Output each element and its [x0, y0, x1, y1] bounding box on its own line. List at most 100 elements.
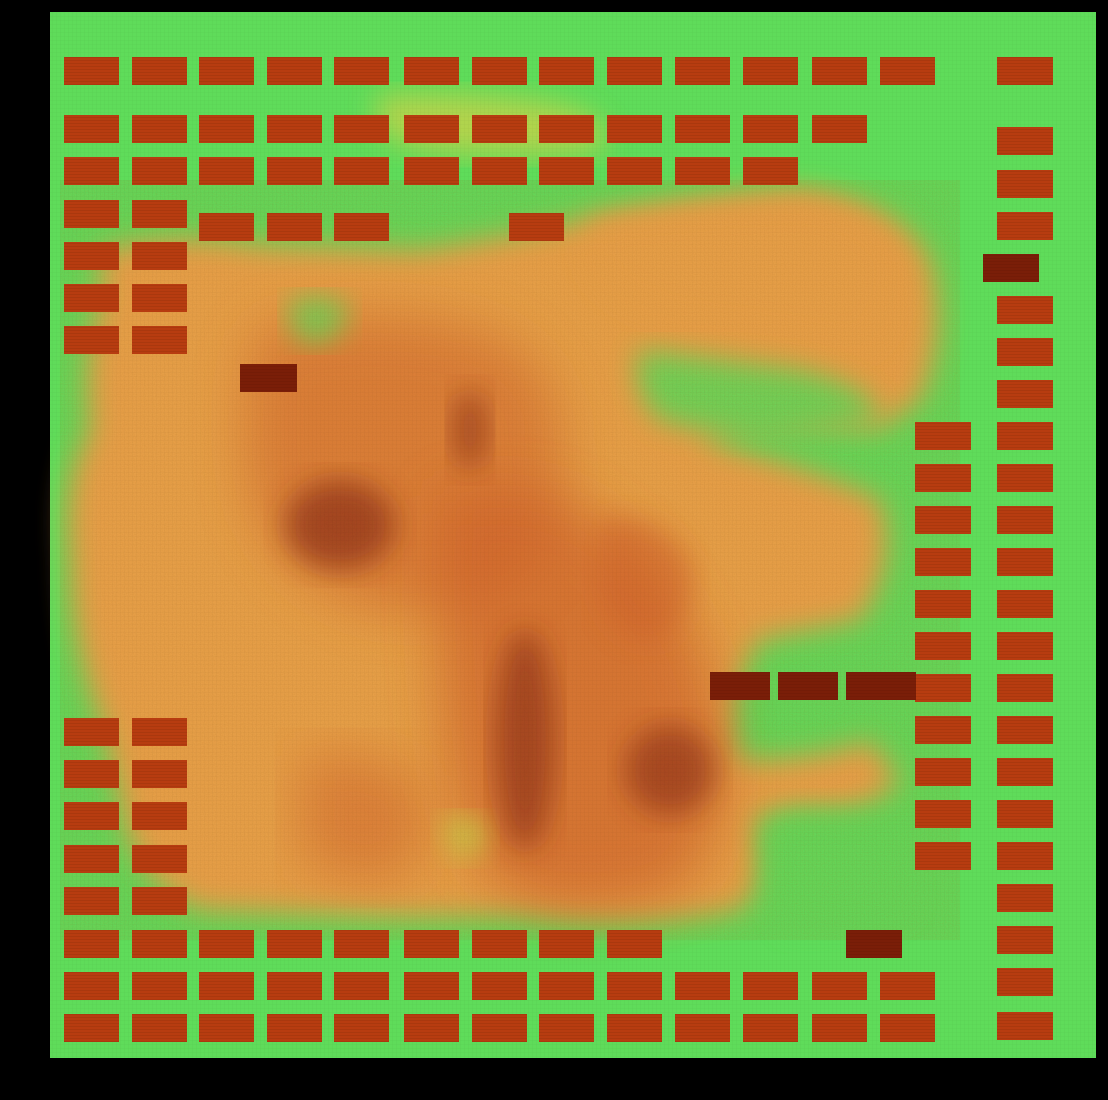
macro-top-2-texture: [199, 57, 254, 85]
macro-row4-0-texture: [199, 213, 254, 241]
macro-row2-11-texture: [812, 115, 867, 143]
macro-top-3-texture: [267, 57, 322, 85]
macro-bottom3-10-texture: [743, 1014, 798, 1042]
macro-bottom3-8-texture: [607, 1014, 662, 1042]
macro-inner-right-6-texture: [915, 674, 971, 702]
macro-bottom1-3-texture: [267, 930, 322, 958]
macro-row3-7-texture: [539, 157, 594, 185]
macro-right-1-texture: [997, 170, 1053, 198]
macro-inner-right-3-texture: [915, 548, 971, 576]
macro-row3-1-texture: [132, 157, 187, 185]
macro-bottom2-11-texture: [812, 972, 867, 1000]
macro-row4-mid-texture: [509, 213, 564, 241]
macro-right-7-texture: [997, 464, 1053, 492]
macro-inner-right-1-texture: [915, 464, 971, 492]
macro-row3-2-texture: [199, 157, 254, 185]
macro-right-2-texture: [997, 212, 1053, 240]
macro-right-15-texture: [997, 800, 1053, 828]
macro-left-b-2-texture: [132, 284, 187, 312]
macro-right-17-texture: [997, 884, 1053, 912]
macro-row2-7-texture: [539, 115, 594, 143]
macro-inner-right-7-texture: [915, 716, 971, 744]
macro-right-11-texture: [997, 632, 1053, 660]
macro-right-8-texture: [997, 506, 1053, 534]
routing-grid-texture: [50, 12, 1096, 1058]
macro-top-13-texture: [997, 57, 1053, 85]
macro-lower-left-a-0-texture: [64, 718, 119, 746]
macro-right-10-texture: [997, 590, 1053, 618]
macro-bottom3-6-texture: [472, 1014, 527, 1042]
macro-row3-10-texture: [743, 157, 798, 185]
macro-bottom2-2-texture: [199, 972, 254, 1000]
macro-top-8-texture: [607, 57, 662, 85]
macro-bottom1-7-texture: [539, 930, 594, 958]
macro-lower-left-b-2-texture: [132, 802, 187, 830]
macro-top-5-texture: [404, 57, 459, 85]
macro-left-b-1-texture: [132, 242, 187, 270]
macro-row4-1-texture: [267, 213, 322, 241]
macro-row3-8-texture: [607, 157, 662, 185]
macro-bottom2-9-texture: [675, 972, 730, 1000]
macro-right-0-texture: [997, 127, 1053, 155]
macro-row2-1-texture: [132, 115, 187, 143]
macro-row3-9-texture: [675, 157, 730, 185]
macro-inner-right-2-texture: [915, 506, 971, 534]
macro-bottom2-7-texture: [539, 972, 594, 1000]
macro-bottom2-0-texture: [64, 972, 119, 1000]
macro-inner-right-9-texture: [915, 800, 971, 828]
macro-left-a-1-texture: [64, 242, 119, 270]
macro-row2-0-texture: [64, 115, 119, 143]
macro-bottom2-10-texture: [743, 972, 798, 1000]
macro-right-6-texture: [997, 422, 1053, 450]
macro-bottom2-6-texture: [472, 972, 527, 1000]
macro-row4-2-texture: [334, 213, 389, 241]
macro-bottom1-6-texture: [472, 930, 527, 958]
macro-row2-10-texture: [743, 115, 798, 143]
macro-bottom2-8-texture: [607, 972, 662, 1000]
macro-bottom2-3-texture: [267, 972, 322, 1000]
macro-top-12-texture: [880, 57, 935, 85]
macro-bottom3-0-texture: [64, 1014, 119, 1042]
macro-bottom3-4-texture: [334, 1014, 389, 1042]
macro-bottom1-right-texture: [846, 930, 902, 958]
macro-top-11-texture: [812, 57, 867, 85]
macro-strip-end-texture: [906, 672, 916, 700]
macro-row3-5-texture: [404, 157, 459, 185]
macro-left-a-3-texture: [64, 326, 119, 354]
macro-top-4-texture: [334, 57, 389, 85]
macro-blocks: [64, 57, 1053, 1042]
macro-bottom1-8-texture: [607, 930, 662, 958]
macro-right-offset-texture: [983, 254, 1039, 282]
macro-bottom3-12-texture: [880, 1014, 935, 1042]
macro-right-3-texture: [997, 296, 1053, 324]
macro-right-9-texture: [997, 548, 1053, 576]
macro-bottom3-2-texture: [199, 1014, 254, 1042]
macro-row2-3-texture: [267, 115, 322, 143]
macro-bottom3-1-texture: [132, 1014, 187, 1042]
macro-bottom2-12-texture: [880, 972, 935, 1000]
macro-left-a-2-texture: [64, 284, 119, 312]
macro-right-19-texture: [997, 968, 1053, 996]
macro-top-1-texture: [132, 57, 187, 85]
macro-row3-6-texture: [472, 157, 527, 185]
macro-right-12-texture: [997, 674, 1053, 702]
macro-strip-1-texture: [778, 672, 838, 700]
macro-right-18-texture: [997, 926, 1053, 954]
macro-top-6-texture: [472, 57, 527, 85]
macro-right-5-texture: [997, 380, 1053, 408]
macro-row3-4-texture: [334, 157, 389, 185]
macro-right-20-texture: [997, 1012, 1053, 1040]
macro-inner-right-4-texture: [915, 590, 971, 618]
macro-right-13-texture: [997, 716, 1053, 744]
macro-inner-right-0-texture: [915, 422, 971, 450]
macro-top-7-texture: [539, 57, 594, 85]
macro-top-9-texture: [675, 57, 730, 85]
macro-row2-4-texture: [334, 115, 389, 143]
macro-bottom3-7-texture: [539, 1014, 594, 1042]
macro-inner-right-5-texture: [915, 632, 971, 660]
macro-row3-0-texture: [64, 157, 119, 185]
macro-lower-left-a-2-texture: [64, 802, 119, 830]
macro-bottom1-0-texture: [64, 930, 119, 958]
macro-bottom3-3-texture: [267, 1014, 322, 1042]
